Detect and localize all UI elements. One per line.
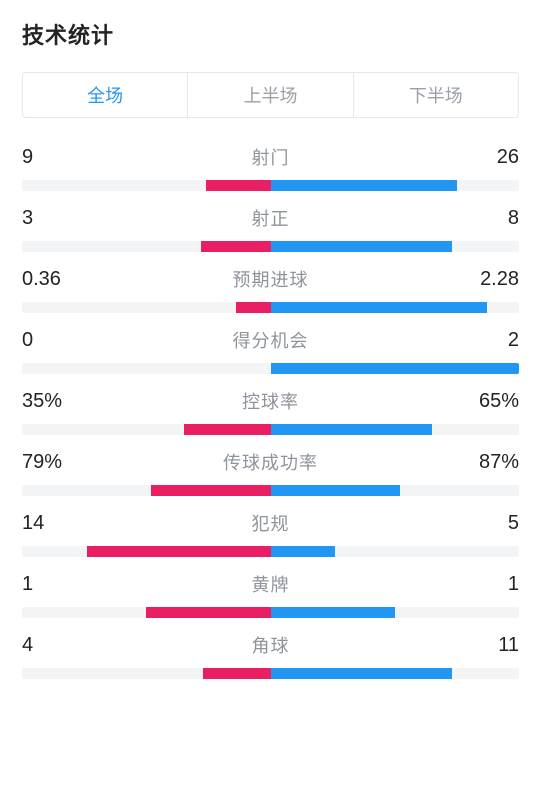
stat-left-value: 35% [22,390,82,413]
stat-bar-right-fill [271,424,433,435]
stat-row: 35% 控球率 65% [22,388,519,435]
stat-bar-left-fill [146,607,270,618]
stat-right-value: 2 [459,329,519,352]
stat-right-value: 2.28 [459,268,519,291]
stat-bar-right-fill [271,607,395,618]
stat-left-value: 79% [22,451,82,474]
stat-right-value: 11 [459,634,519,657]
stat-label: 射门 [252,144,290,170]
stat-bar-right-fill [271,363,520,374]
stat-left-value: 0.36 [22,268,82,291]
stat-bar-right-fill [271,241,452,252]
stat-bar [22,363,519,374]
stat-left-value: 9 [22,146,82,169]
stat-right-value: 5 [459,512,519,535]
stat-bar-right-fill [271,180,457,191]
stat-bar [22,302,519,313]
stat-right-value: 1 [459,573,519,596]
stat-label: 传球成功率 [223,449,318,475]
stat-row: 0 得分机会 2 [22,327,519,374]
tab-1[interactable]: 上半场 [188,73,353,117]
stat-left-value: 3 [22,207,82,230]
stat-bar [22,607,519,618]
stat-label: 角球 [252,632,290,658]
stat-bar [22,241,519,252]
stat-label: 控球率 [242,388,299,414]
stat-bar [22,485,519,496]
stat-label: 得分机会 [233,327,309,353]
period-tabs: 全场上半场下半场 [22,72,519,118]
stat-row: 14 犯规 5 [22,510,519,557]
stat-right-value: 8 [459,207,519,230]
stats-container: 9 射门 26 3 射正 8 0.36 预期进球 2.28 0 得分机会 2 35% 控球率 65% 79% 传… [22,144,519,679]
stat-left-value: 14 [22,512,82,535]
stat-bar-left-fill [203,668,270,679]
stat-bar [22,424,519,435]
section-title: 技术统计 [22,18,519,50]
stat-row: 1 黄牌 1 [22,571,519,618]
stat-bar [22,546,519,557]
stat-bar-left-fill [151,485,270,496]
stat-right-value: 87% [459,451,519,474]
stat-label: 黄牌 [252,571,290,597]
stat-label: 犯规 [252,510,290,536]
stat-right-value: 26 [459,146,519,169]
stat-left-value: 1 [22,573,82,596]
stat-bar-left-fill [236,302,271,313]
stat-label: 预期进球 [233,266,309,292]
stat-bar-right-fill [271,546,336,557]
stat-row: 9 射门 26 [22,144,519,191]
stat-left-value: 4 [22,634,82,657]
stat-bar [22,668,519,679]
stat-right-value: 65% [459,390,519,413]
stat-bar-left-fill [184,424,271,435]
stat-row: 4 角球 11 [22,632,519,679]
tab-0[interactable]: 全场 [23,73,188,117]
stat-bar-right-fill [271,668,452,679]
stat-row: 0.36 预期进球 2.28 [22,266,519,313]
stat-bar-right-fill [271,302,487,313]
stat-bar-left-fill [87,546,271,557]
tab-2[interactable]: 下半场 [354,73,518,117]
stat-bar-left-fill [201,241,271,252]
stat-row: 79% 传球成功率 87% [22,449,519,496]
stat-bar [22,180,519,191]
stat-label: 射正 [252,205,290,231]
stat-bar-left-fill [206,180,271,191]
stat-left-value: 0 [22,329,82,352]
stat-bar-right-fill [271,485,400,496]
stat-row: 3 射正 8 [22,205,519,252]
